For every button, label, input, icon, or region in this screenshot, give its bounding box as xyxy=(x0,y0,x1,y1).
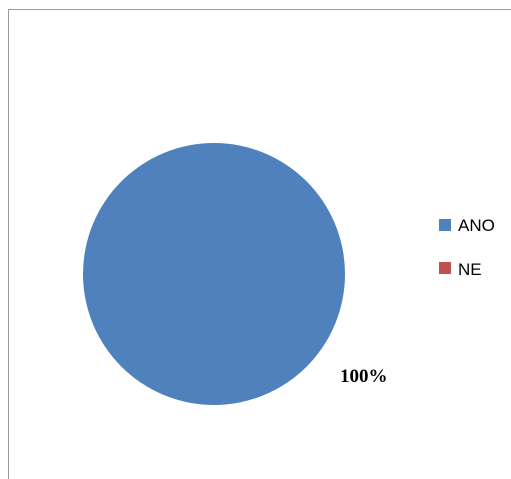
legend-item-ano: ANO xyxy=(439,216,495,235)
legend-item-ne: NE xyxy=(439,260,482,279)
pie-slice-ano xyxy=(83,143,345,405)
legend-swatch-ne xyxy=(439,262,451,274)
legend: ANO NE xyxy=(439,216,495,279)
legend-label-ne: NE xyxy=(458,260,482,279)
chart-area xyxy=(8,9,511,479)
data-label-ano: 100% xyxy=(340,366,388,387)
legend-label-ano: ANO xyxy=(458,216,495,235)
pie-slices xyxy=(83,143,345,405)
legend-swatch-ano xyxy=(439,219,451,231)
